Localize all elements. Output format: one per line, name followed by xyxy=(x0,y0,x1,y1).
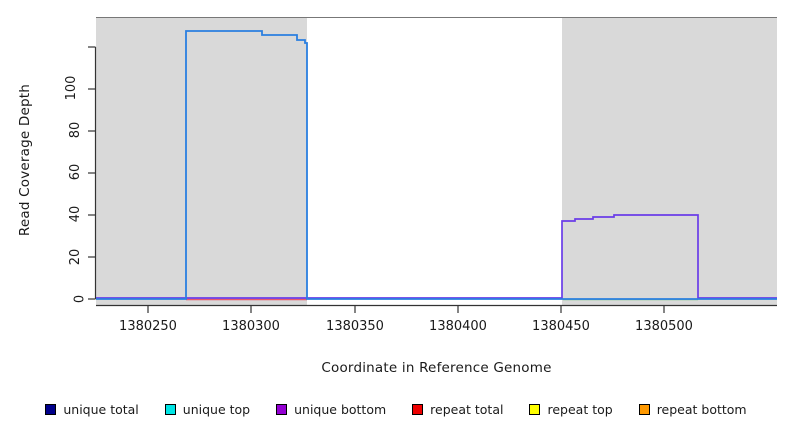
legend-item-unique-top: unique top xyxy=(164,401,251,417)
x-tick-label-1380450: 1380450 xyxy=(532,319,590,334)
x-tick-label-1380400: 1380400 xyxy=(429,319,487,334)
series-unique-total xyxy=(96,30,777,300)
x-axis-title: Coordinate in Reference Genome xyxy=(321,360,552,376)
legend-item-unique-total: unique total xyxy=(45,401,139,417)
legend-item-repeat-bottom: repeat bottom xyxy=(638,401,747,417)
legend-swatch-repeat-top-icon xyxy=(529,403,541,415)
legend-swatch-unique-total-icon xyxy=(45,403,57,415)
x-tick-label-1380300: 1380300 xyxy=(222,319,280,334)
legend-label-unique-total: unique total xyxy=(63,401,139,417)
chart-legend: unique total unique top unique bottom re… xyxy=(0,398,792,420)
legend-swatch-unique-top-icon xyxy=(164,403,176,415)
legend-swatch-repeat-bottom-icon xyxy=(638,403,650,415)
x-tick-label-1380250: 1380250 xyxy=(119,319,177,334)
legend-label-unique-top: unique top xyxy=(182,401,251,417)
shaded-region-right xyxy=(562,17,777,305)
legend-label-unique-bottom: unique bottom xyxy=(294,401,387,417)
series-unique-bottom xyxy=(96,214,777,299)
shaded-region-left xyxy=(96,17,307,305)
legend-label-repeat-bottom: repeat bottom xyxy=(656,401,747,417)
x-tick-label-1380500: 1380500 xyxy=(635,319,693,334)
legend-label-repeat-total: repeat total xyxy=(430,401,504,417)
x-tick-label-1380350: 1380350 xyxy=(326,319,384,334)
legend-item-unique-bottom: unique bottom xyxy=(276,402,386,417)
legend-label-repeat-top: repeat top xyxy=(547,401,613,417)
legend-swatch-unique-bottom-icon xyxy=(276,403,288,415)
legend-item-repeat-top: repeat top xyxy=(529,401,613,417)
legend-swatch-repeat-total-icon xyxy=(412,403,424,415)
legend-item-repeat-total: repeat total xyxy=(412,402,503,417)
